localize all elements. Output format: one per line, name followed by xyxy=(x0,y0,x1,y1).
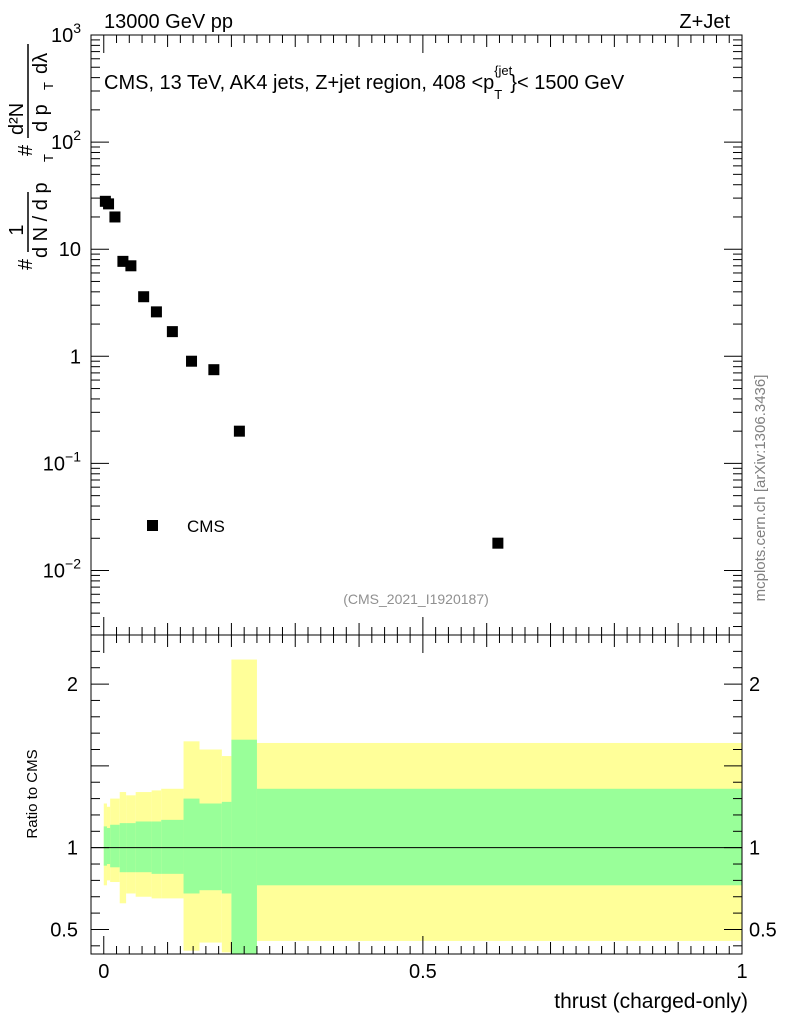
ratio-ytick-label-left-2: 2 xyxy=(67,674,78,696)
main-ytick-label-0: 103 xyxy=(51,20,81,47)
ratio-band-stat-bin-0 xyxy=(103,826,107,866)
main-data-marks xyxy=(99,195,504,549)
y-label-dpT: d p xyxy=(30,104,52,132)
data-point-cms-9 xyxy=(208,364,220,376)
ratio-band-stat-bin-9 xyxy=(199,803,222,891)
ratio-panel: 0.5 0.51 12 20 0.5 1 Ratio to CMS thrust (cha… xyxy=(24,634,777,1013)
data-point-cms-11 xyxy=(492,537,504,549)
ratio-ytick-label-right-1: 1 xyxy=(749,838,760,860)
ratio-bands xyxy=(91,659,742,954)
data-point-cms-7 xyxy=(166,326,178,338)
ratio-ytick-label-left-1: 1 xyxy=(67,838,78,860)
x-tick-label-0: 0 xyxy=(98,961,109,983)
data-point-cms-3 xyxy=(117,255,129,267)
ratio-band-stat-bin-5 xyxy=(135,821,152,873)
watermark: mcplots.cern.ch [arXiv:1306.3436] xyxy=(752,375,769,602)
legend: CMS xyxy=(147,517,225,536)
energy-label: 13000 GeV pp xyxy=(104,11,233,33)
y-label-hash-1: # xyxy=(15,258,37,270)
main-ytick-label-1: 102 xyxy=(51,127,81,154)
ratio-band-stat-bin-11 xyxy=(231,739,257,954)
main-ytick-label-4: 10−1 xyxy=(43,448,81,475)
data-point-cms-2 xyxy=(109,211,121,223)
y-label-d2N: d²N xyxy=(6,103,28,135)
chart-title: CMS, 13 TeV, AK4 jets, Z+jet region, 408… xyxy=(104,63,625,102)
ratio-frame xyxy=(90,634,743,955)
process-label: Z+Jet xyxy=(679,11,730,33)
ratio-band-stat-bin-2 xyxy=(110,824,120,868)
legend-label-cms: CMS xyxy=(187,517,225,536)
y-label-dlambda: dλ xyxy=(30,53,52,74)
ratio-y-axis-label: Ratio to CMS xyxy=(24,749,41,838)
data-point-cms-8 xyxy=(186,355,198,367)
title-sub: T xyxy=(494,87,502,102)
x-tick-label-2: 1 xyxy=(736,961,747,983)
ratio-band-stat-bin-12 xyxy=(256,788,742,886)
legend-marker-cms xyxy=(147,520,158,531)
title-suffix: }< 1500 GeV xyxy=(510,72,625,94)
data-point-cms-5 xyxy=(138,291,150,303)
ratio-ytick-label-right-0: 0.5 xyxy=(749,919,777,941)
ratio-ytick-label-left-0: 0.5 xyxy=(50,919,78,941)
x-tick-label-1: 0.5 xyxy=(409,961,437,983)
main-y-axis-label: # 1 d N / d p T # d²N d p T dλ xyxy=(6,44,56,270)
y-label-T1: T xyxy=(41,154,56,162)
data-point-cms-1 xyxy=(103,198,115,210)
y-label-dN: d N / d p xyxy=(30,182,52,258)
x-axis-label: thrust (charged-only) xyxy=(554,990,748,1013)
y-label-hash-2: # xyxy=(15,144,37,156)
ratio-ytick-label-right-2: 2 xyxy=(749,674,760,696)
main-ytick-label-3: 1 xyxy=(70,346,81,368)
main-ytick-label-5: 10−2 xyxy=(43,556,81,583)
title-sup: {jet xyxy=(494,63,512,78)
main-frame xyxy=(90,34,743,636)
ratio-band-stat-bin-1 xyxy=(106,828,111,865)
y-label-one: 1 xyxy=(6,224,28,235)
analysis-id: (CMS_2021_I1920187) xyxy=(343,591,489,607)
title-prefix: CMS, 13 TeV, AK4 jets, Z+jet region, 408… xyxy=(104,72,494,94)
data-point-cms-4 xyxy=(125,260,137,272)
ratio-axes: 0.5 0.51 12 20 0.5 1 xyxy=(50,634,777,983)
ratio-band-stat-bin-8 xyxy=(183,798,200,894)
data-point-cms-10 xyxy=(233,425,245,437)
ratio-band-stat-bin-7 xyxy=(161,819,184,874)
data-point-cms-6 xyxy=(150,306,162,318)
y-label-T2: T xyxy=(41,82,56,90)
main-ytick-label-2: 10 xyxy=(59,239,81,261)
